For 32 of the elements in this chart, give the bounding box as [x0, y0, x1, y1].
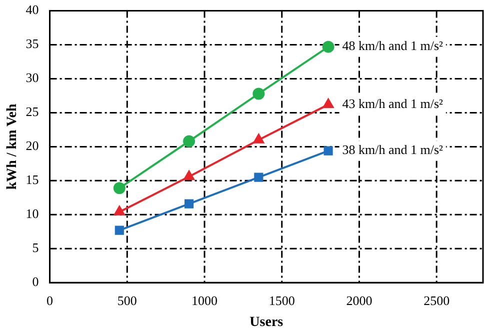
y-tick-label: 35	[26, 36, 39, 52]
x-tick-label: 2500	[424, 292, 450, 308]
point	[113, 182, 126, 194]
y-tick-label: 20	[26, 138, 39, 154]
point	[253, 134, 264, 144]
x-tick-label: 0	[46, 292, 54, 308]
x-tick-label: 1000	[192, 292, 218, 308]
x-tick-label: 2000	[346, 292, 372, 308]
y-tick-label: 5	[32, 240, 39, 256]
series-label: 43 km/h and 1 m/s²	[342, 96, 444, 111]
series-label: 38 km/h and 1 m/s²	[342, 142, 444, 158]
y-tick-label: 25	[26, 104, 39, 120]
point	[184, 170, 194, 180]
point	[114, 226, 124, 235]
y-tick-label: 15	[26, 172, 39, 188]
x-axis-title: Users	[250, 315, 284, 330]
series-label: 48 km/h and 1 m/s²	[342, 38, 444, 54]
point	[254, 172, 264, 182]
point	[324, 146, 333, 156]
x-tick-label: 500	[117, 292, 137, 308]
y-tick-label: 10	[26, 206, 39, 222]
y-tick-label: 40	[26, 2, 39, 18]
point	[322, 40, 334, 53]
y-tick-label: 30	[26, 70, 39, 86]
point	[114, 206, 125, 216]
point	[252, 88, 265, 100]
y-axis-title: kWh / km Veh	[5, 103, 20, 190]
point	[183, 135, 196, 148]
point	[322, 98, 334, 108]
y-tick-label: 0	[32, 274, 39, 290]
point	[184, 199, 194, 208]
x-tick-label: 1500	[268, 292, 295, 308]
